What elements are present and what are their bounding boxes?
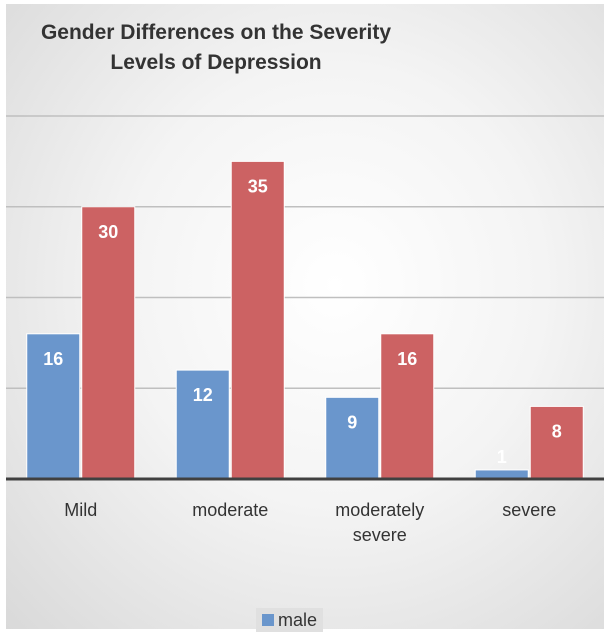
bar-series2-mild (81, 206, 136, 480)
bar-series1-moderately-severe (325, 396, 380, 480)
bar-series2-severe (529, 405, 584, 480)
data-label-series2-moderately-severe: 16 (397, 349, 417, 369)
legend-label-male: male (278, 609, 318, 630)
bar-series1-moderate (175, 369, 230, 480)
legend-swatch-male (262, 614, 274, 626)
chart-title-line-2: Levels of Depression (110, 51, 322, 74)
x-tick-label-moderately-severe: moderately severe (335, 500, 424, 545)
data-label-series1-moderate: 12 (193, 385, 213, 405)
data-label-series2-severe: 8 (552, 421, 562, 441)
data-label-series1-severe: 1 (497, 447, 507, 467)
x-tick-label-mild: Mild (64, 500, 97, 520)
data-label-series1-mild: 16 (43, 349, 63, 369)
data-label-series1-moderately-severe: 9 (347, 412, 357, 432)
bar-series2-moderate (230, 160, 285, 480)
legend: male (256, 608, 324, 632)
bar-series1-mild (26, 333, 81, 480)
chart-title-line-1: Gender Differences on the Severity (40, 21, 392, 44)
data-label-series2-moderate: 35 (248, 176, 268, 196)
data-label-series2-mild: 30 (98, 222, 118, 242)
x-tick-label-severe: severe (502, 500, 556, 520)
x-tick-label-moderate: moderate (192, 500, 268, 520)
chart-title: Gender Differences on the Severity Level… (6, 18, 426, 78)
bar-chart: 16 30 Mild 12 35 moderate 9 16 moderately severe 1… (6, 115, 604, 545)
chart-area: Gender Differences on the Severity Level… (6, 4, 604, 632)
